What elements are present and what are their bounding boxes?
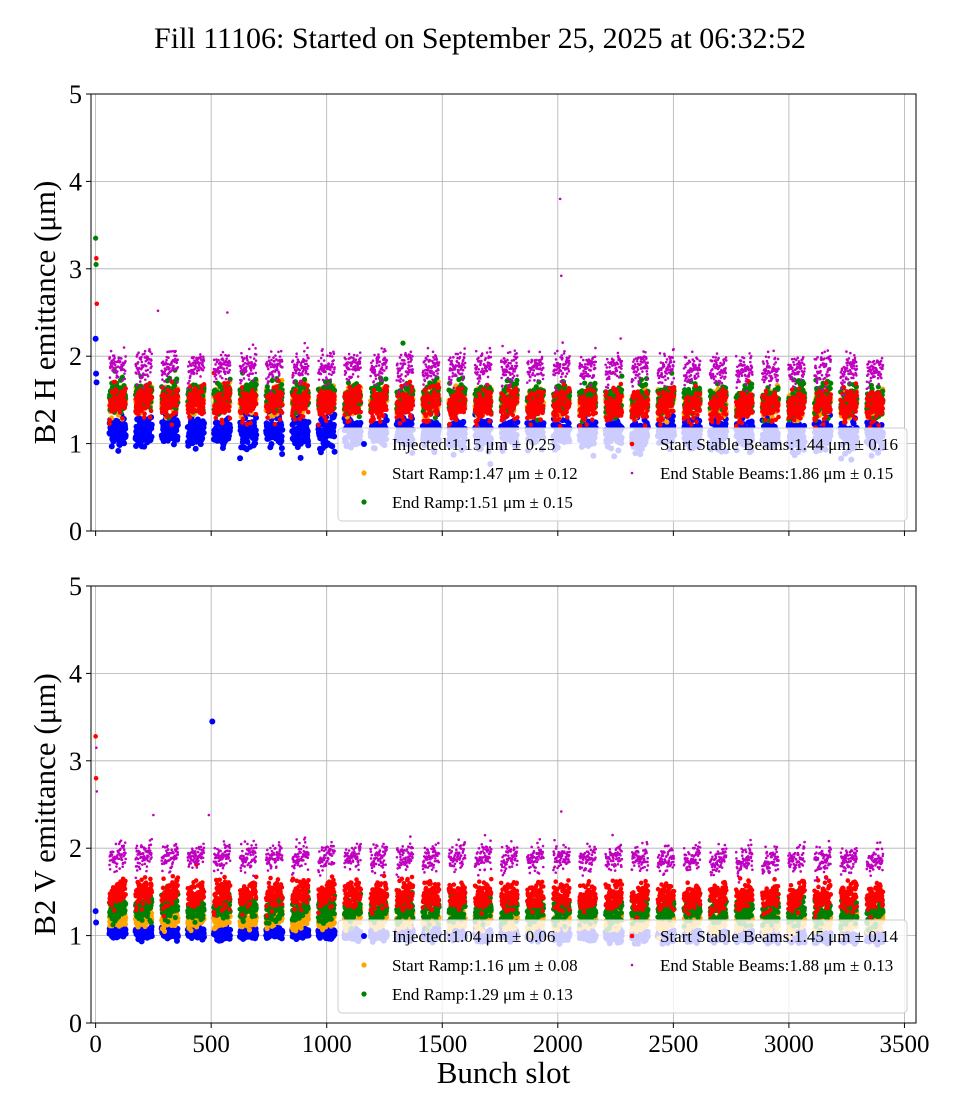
data-point [331, 433, 338, 440]
data-point [115, 447, 122, 454]
data-point [278, 422, 285, 429]
data-point [174, 422, 181, 429]
data-point [141, 443, 148, 450]
data-point [356, 414, 362, 420]
data-point [565, 420, 572, 427]
data-point [237, 455, 244, 462]
data-point [252, 427, 259, 434]
data-point [278, 445, 285, 452]
data-point [173, 427, 180, 434]
data-point [122, 432, 129, 439]
data-point [305, 419, 312, 426]
data-point [200, 429, 207, 436]
data-point [253, 431, 260, 438]
data-point [174, 433, 181, 440]
data-point [148, 433, 155, 440]
data-point [174, 376, 180, 382]
data-point [121, 440, 128, 447]
data-point [253, 414, 259, 421]
data-point [201, 420, 207, 427]
data-point [274, 426, 281, 433]
data-point [278, 438, 285, 445]
data-point [108, 443, 115, 450]
data-point [331, 448, 338, 455]
data-point [268, 441, 275, 447]
scatter-points [92, 197, 886, 468]
data-point [408, 420, 415, 427]
data-point [279, 426, 286, 433]
data-point [227, 424, 234, 431]
data-point [460, 418, 467, 425]
data-point [252, 440, 259, 447]
figure-title: Fill 11106: Started on September 25, 202… [0, 22, 960, 56]
data-point [297, 454, 304, 461]
data-point [664, 419, 670, 425]
data-point [357, 419, 364, 426]
data-point [383, 417, 390, 424]
data-point [304, 428, 311, 435]
data-point [148, 421, 155, 428]
data-point [122, 425, 129, 432]
data-point [192, 445, 199, 452]
data-point [279, 450, 286, 457]
data-point [278, 433, 285, 440]
data-point [330, 421, 337, 428]
data-point [305, 442, 312, 449]
data-point [269, 377, 275, 384]
data-point [244, 438, 251, 445]
data-point [329, 443, 336, 450]
data-point [197, 441, 204, 448]
data-point [748, 418, 755, 425]
data-point [253, 381, 259, 388]
